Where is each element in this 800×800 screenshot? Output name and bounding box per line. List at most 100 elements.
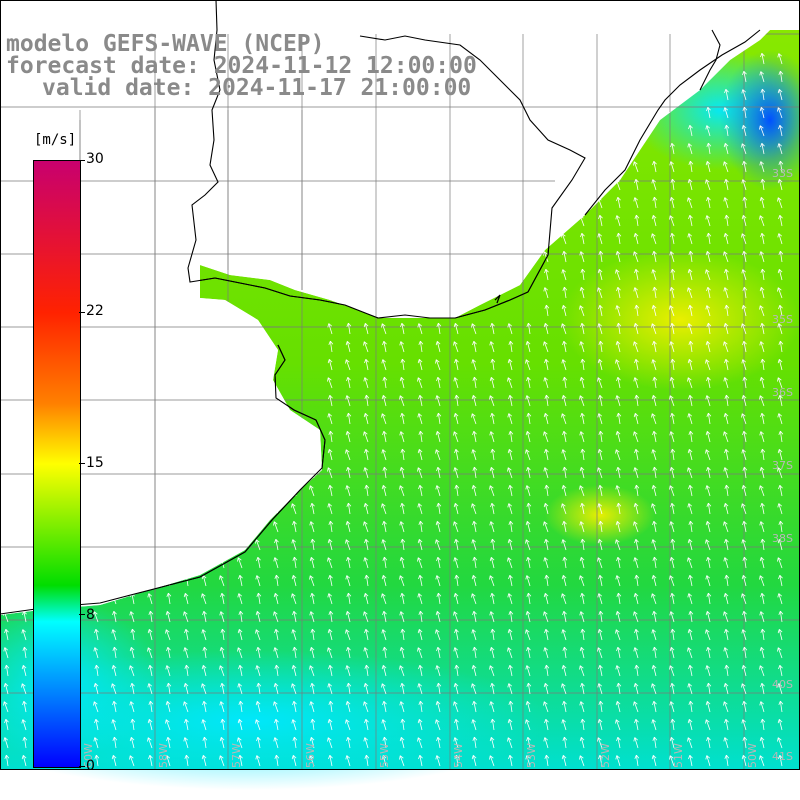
wind-arrow	[472, 376, 478, 389]
wind-arrow	[165, 665, 171, 677]
wind-arrow	[778, 700, 784, 713]
wind-arrow	[652, 196, 658, 209]
wind-arrow	[705, 539, 711, 551]
wind-arrow	[723, 233, 729, 245]
wind-arrow	[705, 485, 711, 497]
wind-arrow	[562, 250, 567, 263]
wind-arrow	[615, 575, 621, 587]
title-forecast-date: forecast date: 2024-11-12 12:00:00	[6, 53, 477, 79]
wind-arrow	[327, 719, 333, 731]
wind-arrow	[273, 683, 279, 695]
wind-arrow	[435, 539, 441, 551]
wind-arrow	[346, 592, 352, 605]
wind-arrow	[687, 323, 693, 335]
colorbar	[33, 160, 81, 768]
wind-arrow	[471, 575, 477, 587]
wind-arrow	[381, 413, 387, 425]
wind-arrow	[346, 646, 351, 659]
wind-arrow	[508, 484, 513, 497]
wind-arrow	[400, 412, 405, 425]
wind-arrow	[292, 556, 298, 569]
wind-arrow	[399, 557, 405, 569]
wind-arrow	[687, 197, 693, 209]
wind-arrow	[579, 485, 585, 497]
wind-arrow	[417, 359, 423, 371]
wind-arrow	[670, 538, 676, 551]
colorbar-tick-8: 8	[86, 607, 95, 623]
wind-arrow	[184, 628, 189, 641]
wind-arrow	[453, 467, 459, 479]
wind-arrow	[615, 521, 621, 533]
wind-arrow	[417, 647, 423, 659]
wind-arrow	[723, 611, 729, 623]
wind-arrow	[471, 593, 477, 605]
wind-arrow	[724, 124, 730, 137]
wind-arrow	[543, 413, 549, 425]
wind-arrow	[634, 628, 639, 641]
wind-arrow	[309, 521, 315, 533]
wind-arrow	[634, 664, 640, 677]
wind-arrow	[597, 449, 603, 461]
wind-arrow	[256, 736, 261, 749]
wind-arrow	[346, 412, 352, 425]
wind-arrow	[291, 629, 297, 641]
wind-arrow	[400, 448, 406, 461]
wind-arrow	[327, 449, 333, 461]
wind-arrow	[777, 503, 783, 515]
wind-arrow	[634, 358, 639, 371]
wind-arrow	[706, 736, 711, 749]
wind-arrow	[526, 502, 532, 515]
wind-arrow	[507, 683, 513, 695]
wind-arrow	[490, 592, 495, 605]
wind-arrow	[292, 610, 297, 623]
wind-arrow	[651, 323, 657, 335]
wind-arrow	[364, 484, 370, 497]
wind-arrow	[544, 664, 550, 677]
wind-arrow	[328, 610, 334, 623]
wind-arrow	[688, 124, 693, 137]
wind-arrow	[364, 664, 370, 677]
wind-arrow	[597, 719, 603, 731]
wind-arrow	[633, 683, 639, 695]
wind-arrow	[777, 359, 783, 371]
wind-arrow	[652, 376, 658, 389]
wind-arrow	[561, 539, 567, 551]
lat-label-38s: 38S	[772, 532, 793, 545]
wind-arrow	[580, 628, 586, 641]
wind-arrow	[651, 485, 657, 497]
wind-arrow	[670, 502, 675, 515]
wind-arrow	[201, 719, 207, 731]
wind-arrow	[526, 592, 532, 605]
wind-arrow	[723, 683, 729, 695]
wind-arrow	[129, 665, 135, 677]
wind-arrow	[363, 647, 369, 659]
wind-arrow	[760, 628, 766, 641]
wind-arrow	[489, 755, 495, 767]
wind-arrow	[435, 359, 441, 371]
wind-arrow	[219, 755, 225, 767]
wind-arrow	[309, 665, 315, 677]
wind-arrow	[705, 611, 711, 623]
wind-arrow	[417, 323, 423, 335]
wind-arrow	[580, 358, 586, 371]
wind-arrow	[544, 718, 549, 731]
wind-arrow	[525, 359, 531, 371]
wind-arrow	[759, 395, 765, 407]
lon-label-50w: 50W	[746, 743, 759, 768]
wind-arrow	[435, 485, 441, 497]
wind-arrow	[508, 700, 514, 713]
wind-arrow	[597, 359, 603, 371]
wind-arrow	[471, 719, 477, 731]
wind-arrow	[3, 737, 9, 749]
wind-arrow	[435, 431, 441, 443]
wind-arrow	[616, 322, 622, 335]
wind-arrow	[634, 484, 640, 497]
wind-arrow	[741, 269, 747, 281]
wind-arrow	[219, 737, 225, 749]
wind-arrow	[471, 683, 477, 695]
wind-arrow	[291, 539, 297, 551]
lon-label-54w: 54W	[452, 743, 465, 768]
wind-arrow	[544, 304, 550, 317]
wind-arrow	[687, 143, 693, 155]
wind-arrow	[706, 502, 712, 515]
